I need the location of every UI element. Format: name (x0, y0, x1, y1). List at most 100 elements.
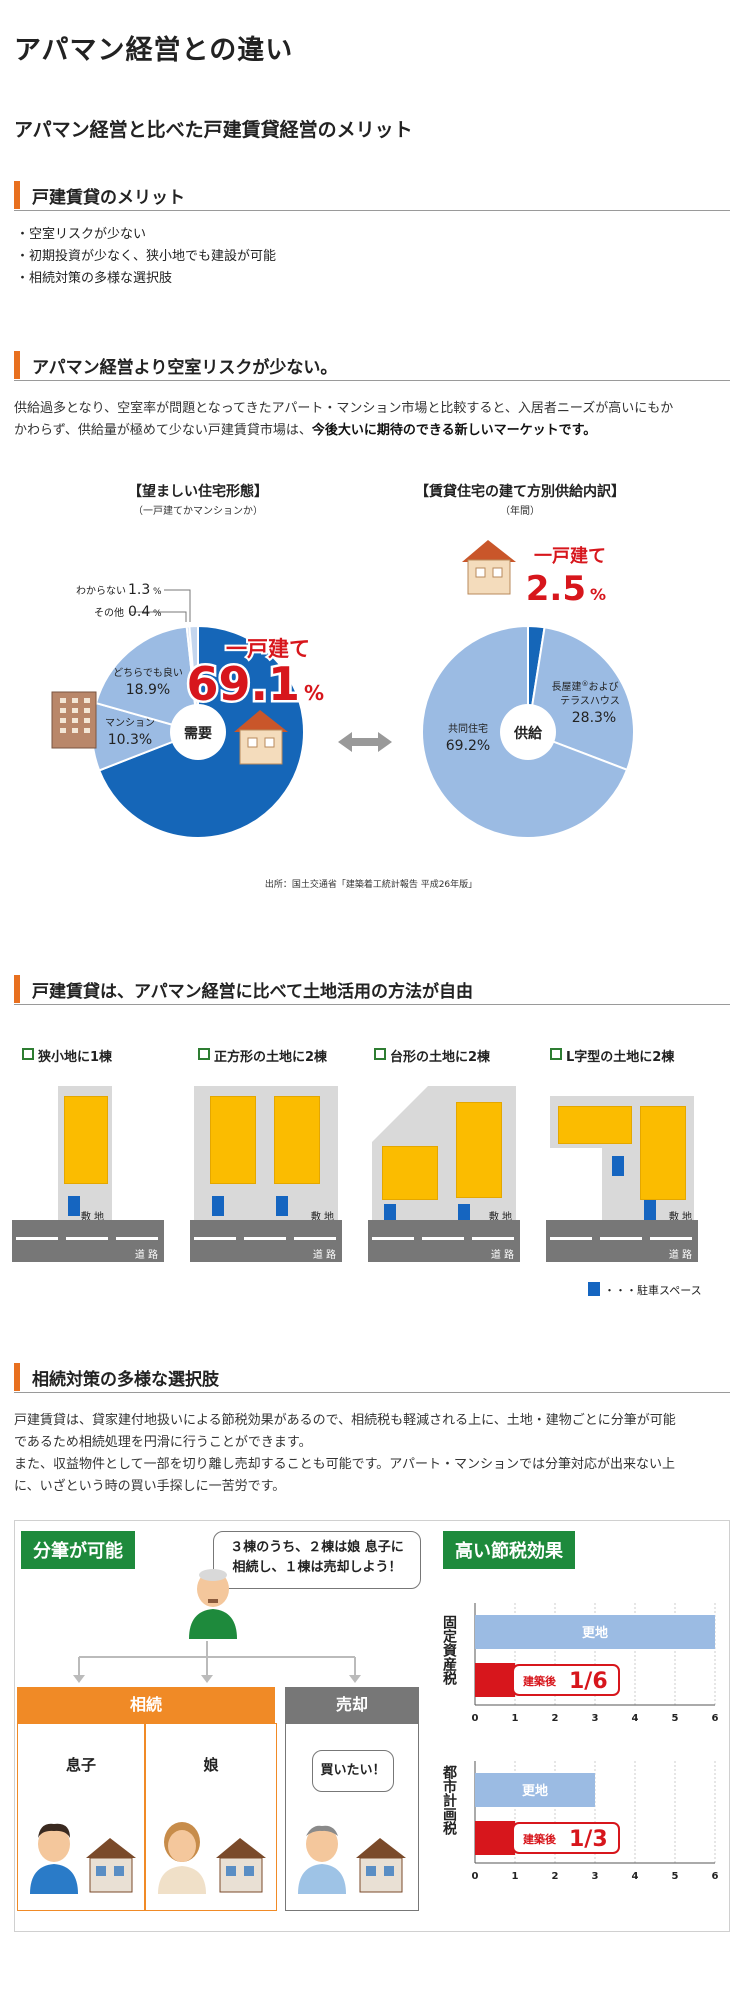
section-accent-bar (14, 181, 20, 209)
elderly-owner-icon (189, 1569, 237, 1639)
house-icon (234, 710, 288, 765)
after-build-label-2: 建築後 (523, 1832, 557, 1846)
demand-chart-subtitle: （一戸建てかマンションか） (133, 504, 263, 517)
merit-item: ・初期投資が少なく、狭小地でも建設が可能 (16, 249, 277, 264)
merit-item: ・空室リスクが少ない (16, 227, 147, 242)
unknown-label: わからない (76, 585, 126, 597)
parking-legend: ・・・駐車スペース (588, 1282, 702, 1298)
page-subtitle: アパマン経営と比べた戸建賃貸経営のメリット (14, 119, 413, 141)
daughter-label: 娘 (203, 1756, 219, 1774)
tick-label: 6 (712, 1871, 719, 1882)
tax-chart2-ticks: 0 1 2 3 4 5 6 (472, 1871, 719, 1882)
road-label: 道 路 (312, 1250, 336, 1261)
vacancy-section-header: アパマン経営より空室リスクが少ない。 (14, 350, 730, 381)
nagaya-label-2: テラスハウス (560, 695, 620, 707)
tick-label: 6 (712, 1713, 719, 1724)
house-supply-pct: % (590, 585, 606, 604)
road-label: 道 路 (490, 1250, 514, 1261)
vacancy-heading: アパマン経営より空室リスクが少ない。 (32, 358, 338, 378)
tick-label: 1 (512, 1713, 519, 1724)
inherit-section-header: 相続対策の多様な選択肢 (14, 1362, 730, 1393)
house-block (382, 1146, 438, 1200)
parking-legend-swatch (588, 1282, 600, 1296)
road-label: 道 路 (134, 1250, 158, 1261)
after-build-bar-1 (475, 1663, 515, 1697)
kyodo-value: 69.2% (446, 738, 490, 754)
buyer-box: 買いたい！ (285, 1723, 419, 1911)
pie-charts: 【望ましい住宅形態】 （一戸建てかマンションか） 需要 わからない 1.3 % … (51, 483, 635, 890)
tax-label: 高い節税効果 (443, 1531, 575, 1569)
house-block (64, 1096, 108, 1184)
after-build-callout-2: 建築後 1/3 (512, 1822, 620, 1854)
lot-label: L字型の土地に2棟 (550, 1046, 674, 1065)
apartment-building-icon (51, 691, 97, 749)
lot-l-shape: 敷 地 道 路 (546, 1086, 698, 1266)
house-block (558, 1106, 632, 1144)
vacant-land-label-1: 更地 (582, 1625, 608, 1641)
lot-trapezoid: 敷 地 道 路 (368, 1086, 520, 1266)
mansion-label: マンション (105, 718, 155, 729)
road: 道 路 (546, 1220, 698, 1262)
section-accent-bar (14, 1363, 20, 1391)
leader-line (164, 589, 191, 622)
parking-space (212, 1196, 224, 1216)
house-block (274, 1096, 320, 1184)
source-note: 出所：国土交通省「建築着工統計報告 平成26年版」 (265, 878, 477, 890)
lot-label: 正方形の土地に2棟 (198, 1046, 327, 1065)
site-label: 敷 地 (80, 1212, 104, 1223)
vacancy-paragraph: 供給過多となり、空室率が問題となってきたアパート・マンション市場と比較すると、入… (14, 398, 730, 442)
site-label: 敷 地 (310, 1212, 334, 1223)
road: 道 路 (12, 1220, 164, 1262)
page-title: アパマン経営との違い (14, 35, 294, 66)
parking-space (612, 1156, 624, 1176)
tax-charts: 固定資産税 更地 建築後 1/6 0 1 2 3 4 5 6 都市計画税 更地 建築後 1/… (441, 1603, 719, 1882)
site-label: 敷 地 (488, 1212, 512, 1223)
house-block (456, 1102, 502, 1198)
split-label: 分筆が可能 (21, 1531, 135, 1569)
lot-narrow: 敷 地 道 路 (12, 1086, 164, 1266)
unknown-pct: % (153, 587, 162, 597)
tick-label: 0 (472, 1871, 479, 1882)
other-pct: % (153, 609, 162, 619)
demand-pie-hole (170, 704, 226, 760)
house-demand-value: 69.1 (187, 657, 301, 711)
supply-chart-subtitle: （年間） (500, 504, 540, 517)
tick-label: 3 (592, 1871, 599, 1882)
tick-label: 1 (512, 1871, 519, 1882)
parking-space (384, 1204, 396, 1224)
tax-chart1-ticks: 0 1 2 3 4 5 6 (472, 1713, 719, 1724)
demand-center-label: 需要 (184, 725, 212, 742)
inherit-text-line: また、収益物件として一部を切り離し売却することも可能です。アパート・マンションで… (14, 1457, 676, 1472)
inherit-text-line: に、いざという時の買い手探しに一苦労です。 (14, 1479, 286, 1494)
nagaya-label: 長屋建®および (552, 680, 619, 693)
supply-chart-title: 【賃貸住宅の建て方別供給内訳】 (415, 483, 625, 500)
tick-label: 3 (592, 1713, 599, 1724)
inherit-text-line: 戸建賃貸は、貸家建付地扱いによる節税効果があるので、相続税も軽減される上に、土地… (14, 1413, 676, 1428)
vacancy-emphasis: 今後大いに期待のできる新しいマーケットです。 (311, 423, 597, 438)
buyer-with-house-icon (298, 1825, 406, 1894)
after-build-bar-2 (475, 1821, 515, 1855)
road-label: 道 路 (668, 1250, 692, 1261)
tick-label: 5 (672, 1871, 679, 1882)
son-with-house-icon (30, 1823, 136, 1894)
vacancy-text-line: 供給過多となり、空室率が問題となってきたアパート・マンション市場と比較すると、入… (14, 401, 674, 416)
house-demand-pct: % (304, 681, 324, 705)
parking-space (644, 1200, 656, 1220)
merits-heading: 戸建賃貸のメリット (32, 188, 185, 208)
vacancy-text-line: かわらず、供給量が極めて少ない戸建賃貸市場は、今後大いに期待のできる新しいマーケ… (14, 423, 597, 438)
fixed-asset-tax-title: 固定資産税 (441, 1615, 457, 1686)
leader-line (130, 611, 187, 622)
vacant-land-label-2: 更地 (522, 1783, 548, 1799)
road: 道 路 (368, 1220, 520, 1262)
inherit-paragraph: 戸建賃貸は、貸家建付地扱いによる節税効果があるので、相続税も軽減される上に、土地… (14, 1410, 730, 1498)
merits-section-header: 戸建賃貸のメリット (14, 180, 730, 211)
parking-space (68, 1196, 80, 1216)
inheritance-diagram-box: 分筆が可能 ３棟のうち、２棟は娘 息子に 相続し、１棟は売却しよう！ 相続 息子 (14, 1520, 730, 1932)
son-box: 息子 (17, 1723, 145, 1911)
daughter-with-house-icon (158, 1822, 266, 1894)
house-supply-label: 一戸建て (534, 545, 606, 567)
either-label: どちらでも良い (113, 666, 183, 679)
house-demand-label: 一戸建て (226, 637, 310, 661)
inherit-header: 相続 (17, 1687, 275, 1723)
kyodo-label: 共同住宅 (448, 722, 488, 735)
